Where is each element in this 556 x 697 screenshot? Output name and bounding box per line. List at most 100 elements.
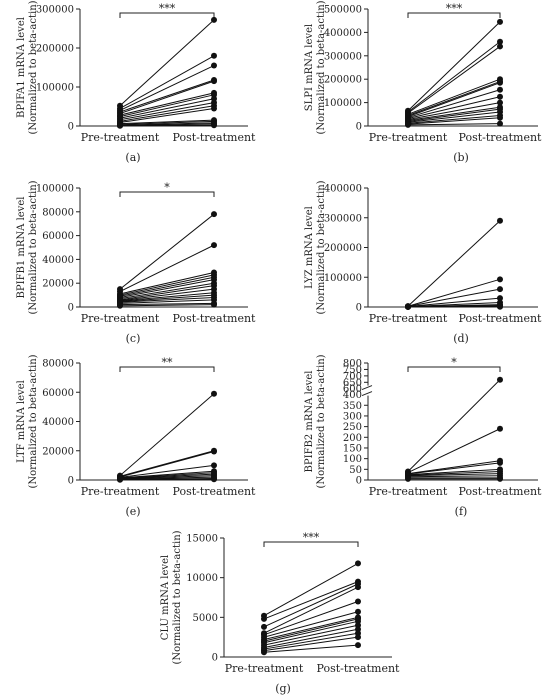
pair-line xyxy=(263,636,359,652)
post-point xyxy=(211,78,217,85)
pair-line xyxy=(119,19,215,107)
pair-line xyxy=(119,302,215,306)
significance-bracket xyxy=(119,191,215,197)
pre-point xyxy=(261,615,267,622)
y-axis-label-line: (Normalized to beta-actin) xyxy=(172,530,183,664)
panel-label: (c) xyxy=(126,332,141,345)
pair-line xyxy=(119,299,215,304)
panel-label: (g) xyxy=(275,682,291,695)
pair-line xyxy=(119,272,215,295)
pair-line xyxy=(119,470,215,479)
y-tick-label: 0 xyxy=(356,303,362,314)
y-tick-label: 100000 xyxy=(36,83,74,94)
pair-line xyxy=(119,94,215,118)
post-point xyxy=(497,38,503,45)
significance-label: *** xyxy=(303,531,320,544)
pair-line xyxy=(119,285,215,301)
y-tick-label: 0 xyxy=(68,122,74,133)
pair-line xyxy=(263,616,359,641)
pair-line xyxy=(407,78,501,115)
pair-line xyxy=(119,213,215,290)
x-tick-label: Pre-treatment xyxy=(81,485,160,498)
significance-bracket xyxy=(263,541,359,547)
y-tick-label: 50 xyxy=(349,465,362,476)
y-tick-label: 400 xyxy=(343,390,362,401)
pair-line xyxy=(407,106,501,121)
x-tick-label: Pre-treatment xyxy=(225,662,304,675)
post-point xyxy=(497,86,503,93)
pair-line xyxy=(407,41,501,113)
pair-line xyxy=(263,586,359,634)
pre-point xyxy=(117,476,123,483)
y-axis-label: CLU mRNA level (Normalized to beta-actin) xyxy=(160,530,183,664)
post-point xyxy=(355,642,361,649)
pair-line xyxy=(263,611,359,638)
pair-line xyxy=(407,82,501,118)
y-tick-label: 0 xyxy=(212,653,218,664)
significance-label: *** xyxy=(159,2,176,15)
pair-line xyxy=(119,124,215,127)
pair-line xyxy=(407,278,501,307)
y-tick-label: 10000 xyxy=(186,573,218,584)
pair-line xyxy=(407,108,501,122)
post-point xyxy=(497,276,503,283)
y-tick-label: 200 xyxy=(343,433,362,444)
panel-label: (f) xyxy=(455,505,468,518)
y-axis-label-line: (Normalized to beta-actin) xyxy=(316,354,327,488)
pair-line xyxy=(119,296,215,303)
post-point xyxy=(211,52,217,59)
pair-line xyxy=(263,600,359,636)
post-point xyxy=(211,301,217,308)
post-point xyxy=(497,79,503,86)
pair-line xyxy=(407,96,501,119)
post-point xyxy=(497,99,503,106)
post-point xyxy=(211,462,217,469)
y-tick-label: 350 xyxy=(343,401,362,412)
pair-line xyxy=(263,644,359,653)
y-tick-label: 60000 xyxy=(42,231,74,242)
pair-line xyxy=(119,79,215,113)
y-tick-label: 40000 xyxy=(42,255,74,266)
pair-line xyxy=(407,123,501,126)
post-point xyxy=(497,43,503,50)
pair-line xyxy=(119,98,215,119)
x-tick-label: Post-treatment xyxy=(173,312,257,325)
x-tick-label: Pre-treatment xyxy=(369,312,448,325)
y-tick-label: 650 xyxy=(343,378,362,389)
post-point xyxy=(211,105,217,112)
y-tick-label: 100000 xyxy=(324,273,362,284)
pair-line xyxy=(407,117,501,125)
y-axis-label-line: BPIFB1 mRNA level xyxy=(16,197,27,299)
significance-bracket xyxy=(407,12,501,18)
pre-point xyxy=(405,475,411,482)
y-tick-label: 250 xyxy=(343,422,362,433)
y-tick-label: 20000 xyxy=(42,279,74,290)
y-axis-label-line: (Normalized to beta-actin) xyxy=(316,0,327,134)
pair-line xyxy=(407,297,501,308)
pair-line xyxy=(407,473,501,477)
pair-line xyxy=(407,81,501,116)
pair-line xyxy=(407,379,501,472)
pair-line xyxy=(119,304,215,307)
pair-line xyxy=(407,220,501,307)
y-tick-label: 100000 xyxy=(36,184,74,195)
panel-label: (b) xyxy=(453,151,469,164)
pair-line xyxy=(119,464,215,478)
pair-line xyxy=(119,119,215,125)
pre-point xyxy=(261,649,267,656)
y-tick-label: 150 xyxy=(343,443,362,454)
significance-label: * xyxy=(451,356,457,369)
pair-line xyxy=(119,80,215,114)
pair-line xyxy=(407,111,501,123)
pair-line xyxy=(263,620,359,644)
pair-line xyxy=(119,244,215,292)
y-tick-label: 300000 xyxy=(324,51,362,62)
pair-line xyxy=(407,102,501,120)
pair-line xyxy=(119,393,215,476)
x-tick-label: Post-treatment xyxy=(459,485,543,498)
pre-point xyxy=(261,623,267,630)
